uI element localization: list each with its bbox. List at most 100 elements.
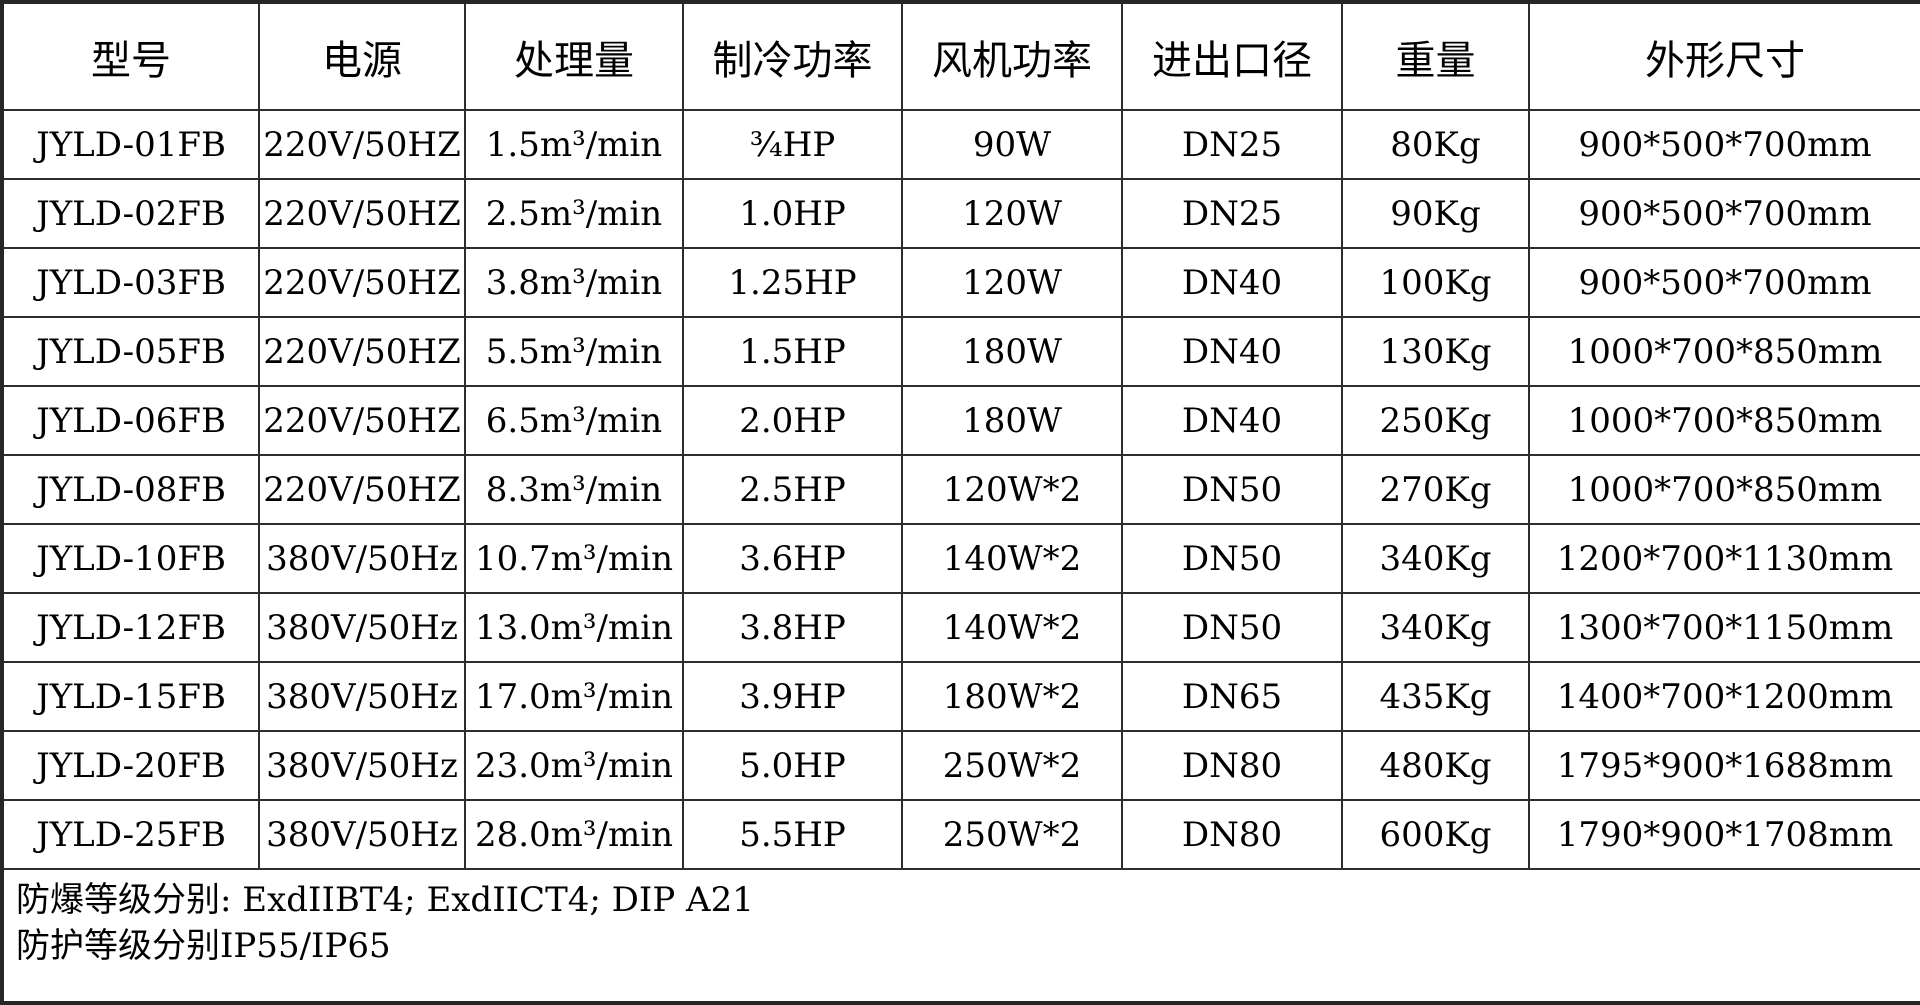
table-cell: 220V/50HZ [258, 178, 466, 249]
table-row: JYLD-15FB 380V/50Hz 17.0m³/min 3.9HP 180W*2 D… [1, 661, 1920, 732]
table-cell: 1790*900*1708mm [1528, 799, 1920, 870]
table-cell: 220V/50HZ [258, 454, 466, 525]
table-cell: 3.8m³/min [464, 247, 684, 318]
table-cell: 1000*700*850mm [1528, 385, 1920, 456]
table-cell: 180W [901, 385, 1123, 456]
table-cell: 6.5m³/min [464, 385, 684, 456]
table-cell: 180W [901, 316, 1123, 387]
table-cell: 220V/50HZ [258, 316, 466, 387]
table-cell: 28.0m³/min [464, 799, 684, 870]
table-cell: DN40 [1121, 316, 1343, 387]
table-cell: 600Kg [1341, 799, 1530, 870]
table-cell: 90W [901, 109, 1123, 180]
table-cell: JYLD-05FB [1, 316, 260, 387]
table-row: JYLD-12FB 380V/50Hz 13.0m³/min 3.8HP 140W*2 D… [1, 592, 1920, 663]
table-cell: 250W*2 [901, 799, 1123, 870]
table-cell: 1.0HP [682, 178, 903, 249]
table-cell: 120W*2 [901, 454, 1123, 525]
column-header: 风机功率 [901, 1, 1123, 111]
column-header: 进出口径 [1121, 1, 1343, 111]
table-cell: JYLD-20FB [1, 730, 260, 801]
table-cell: 220V/50HZ [258, 247, 466, 318]
table-row: JYLD-06FB 220V/50HZ 6.5m³/min 2.0HP 180W DN40… [1, 385, 1920, 456]
table-cell: DN40 [1121, 385, 1343, 456]
table-cell: 5.5m³/min [464, 316, 684, 387]
table-cell: 900*500*700mm [1528, 109, 1920, 180]
table-cell: DN50 [1121, 454, 1343, 525]
table-cell: 80Kg [1341, 109, 1530, 180]
table-cell: 5.0HP [682, 730, 903, 801]
table-cell: 23.0m³/min [464, 730, 684, 801]
column-header: 处理量 [464, 1, 684, 111]
table-cell: 180W*2 [901, 661, 1123, 732]
column-header: 外形尺寸 [1528, 1, 1920, 111]
table-cell: 220V/50HZ [258, 109, 466, 180]
table-cell: JYLD-06FB [1, 385, 260, 456]
table-cell: 1000*700*850mm [1528, 454, 1920, 525]
table-row: JYLD-10FB 380V/50Hz 10.7m³/min 3.6HP 140W*2 D… [1, 523, 1920, 594]
table-cell: 1.5m³/min [464, 109, 684, 180]
table-cell: DN40 [1121, 247, 1343, 318]
table-cell: JYLD-12FB [1, 592, 260, 663]
table-cell: DN80 [1121, 730, 1343, 801]
table-cell: 140W*2 [901, 592, 1123, 663]
table-cell: 435Kg [1341, 661, 1530, 732]
table-row: JYLD-03FB 220V/50HZ 3.8m³/min 1.25HP 120W DN4… [1, 247, 1920, 318]
table-cell: 1300*700*1150mm [1528, 592, 1920, 663]
table-cell: DN25 [1121, 109, 1343, 180]
table-cell: 3.6HP [682, 523, 903, 594]
table-cell: 250W*2 [901, 730, 1123, 801]
table-cell: 340Kg [1341, 523, 1530, 594]
table-cell: 900*500*700mm [1528, 178, 1920, 249]
table-cell: 120W [901, 178, 1123, 249]
footer-note: 防爆等级分别: ExdIIBT4; ExdIICT4; DIP A21 防护等级… [1, 868, 1920, 1004]
footer-line-protection-grade: 防护等级分别IP55/IP65 [16, 925, 391, 966]
table-row: JYLD-08FB 220V/50HZ 8.3m³/min 2.5HP 120W*2 DN… [1, 454, 1920, 525]
column-header: 重量 [1341, 1, 1530, 111]
table-cell: 380V/50Hz [258, 799, 466, 870]
table-cell: 8.3m³/min [464, 454, 684, 525]
table-cell: 2.5HP [682, 454, 903, 525]
table-cell: 1.5HP [682, 316, 903, 387]
table-cell: 1795*900*1688mm [1528, 730, 1920, 801]
table-cell: 1.25HP [682, 247, 903, 318]
table-cell: 5.5HP [682, 799, 903, 870]
table-cell: 380V/50Hz [258, 592, 466, 663]
table-row: JYLD-01FB 220V/50HZ 1.5m³/min ¾HP 90W DN25 80K… [1, 109, 1920, 180]
table-cell: 140W*2 [901, 523, 1123, 594]
table-row: JYLD-05FB 220V/50HZ 5.5m³/min 1.5HP 180W DN40… [1, 316, 1920, 387]
table-cell: JYLD-15FB [1, 661, 260, 732]
table-cell: DN50 [1121, 592, 1343, 663]
table-cell: 2.0HP [682, 385, 903, 456]
table-row: JYLD-20FB 380V/50Hz 23.0m³/min 5.0HP 250W*2 D… [1, 730, 1920, 801]
table-cell: 13.0m³/min [464, 592, 684, 663]
table-cell: DN65 [1121, 661, 1343, 732]
table-cell: 220V/50HZ [258, 385, 466, 456]
header-row: 型号 电源 处理量 制冷功率 风机功率 进出口径 重量 外形尺寸 [1, 1, 1920, 111]
table-cell: 100Kg [1341, 247, 1530, 318]
table-cell: JYLD-25FB [1, 799, 260, 870]
table-cell: 10.7m³/min [464, 523, 684, 594]
table-cell: 90Kg [1341, 178, 1530, 249]
table-cell: JYLD-01FB [1, 109, 260, 180]
column-header: 电源 [258, 1, 466, 111]
table-cell: DN25 [1121, 178, 1343, 249]
table-cell: JYLD-10FB [1, 523, 260, 594]
table-cell: 340Kg [1341, 592, 1530, 663]
table-cell: 3.9HP [682, 661, 903, 732]
table-row: JYLD-02FB 220V/50HZ 2.5m³/min 1.0HP 120W DN25… [1, 178, 1920, 249]
table-cell: 2.5m³/min [464, 178, 684, 249]
table-cell: JYLD-03FB [1, 247, 260, 318]
table-cell: 130Kg [1341, 316, 1530, 387]
footer-row: 防爆等级分别: ExdIIBT4; ExdIICT4; DIP A21 防护等级… [1, 868, 1920, 1004]
table-row: JYLD-25FB 380V/50Hz 28.0m³/min 5.5HP 250W*2 D… [1, 799, 1920, 870]
table-cell: DN50 [1121, 523, 1343, 594]
table-cell: 380V/50Hz [258, 730, 466, 801]
table-body: JYLD-01FB 220V/50HZ 1.5m³/min ¾HP 90W DN25 80K… [1, 109, 1920, 870]
table-cell: 120W [901, 247, 1123, 318]
table-cell: 250Kg [1341, 385, 1530, 456]
table-cell: JYLD-08FB [1, 454, 260, 525]
table-cell: 1400*700*1200mm [1528, 661, 1920, 732]
table-cell: 1000*700*850mm [1528, 316, 1920, 387]
